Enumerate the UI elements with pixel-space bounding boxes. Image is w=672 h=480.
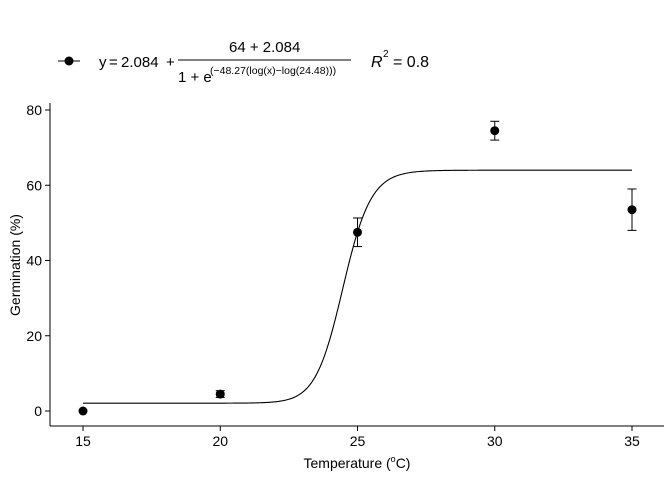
legend-exponent: (−48.27(log(x)−log(24.48))): [210, 65, 336, 77]
legend-equals: =: [109, 54, 118, 71]
legend-numerator: 64 + 2.084: [229, 39, 300, 56]
y-ticks: 0 20 40 60 80: [26, 102, 50, 419]
data-point: [353, 217, 362, 248]
point-marker: [215, 389, 225, 399]
point-marker: [490, 126, 500, 136]
legend-plus: +: [166, 54, 175, 71]
point-marker: [627, 205, 637, 215]
data-point: [78, 406, 88, 416]
legend-y-prefix: y: [99, 54, 107, 71]
y-tick-label: 0: [34, 403, 42, 419]
legend: y = 2.084 + 64 + 2.084 1 + e (−48.27(log…: [58, 39, 429, 86]
x-axis-label: Temperature (oC): [304, 454, 411, 471]
y-tick-label: 80: [26, 102, 42, 118]
legend-denominator-base: 1 + e: [178, 69, 212, 86]
x-axis-label-unit: C): [396, 455, 411, 471]
x-tick-label: 20: [212, 433, 228, 449]
legend-constant: 2.084: [121, 54, 159, 71]
x-ticks: 15 20 25 30 35: [75, 426, 640, 449]
y-tick-label: 60: [26, 177, 42, 193]
data-points: [78, 120, 637, 416]
point-marker: [78, 406, 88, 416]
axes: [49, 103, 664, 427]
legend-key-marker: [64, 56, 74, 66]
x-axis-degree: o: [391, 454, 396, 464]
x-tick-label: 30: [487, 433, 503, 449]
x-axis-label-main: Temperature (: [304, 455, 391, 471]
fit-curve: [83, 169, 632, 404]
y-tick-label: 20: [26, 328, 42, 344]
data-point: [215, 389, 225, 399]
point-marker: [353, 227, 362, 237]
legend-r2-value: = 0.8: [393, 54, 429, 71]
x-tick-label: 25: [350, 433, 366, 449]
y-tick-label: 40: [26, 253, 42, 269]
data-point: [490, 120, 500, 141]
legend-r2-sup: 2: [383, 49, 389, 60]
data-point: [627, 188, 637, 231]
legend-r2-label: R: [371, 54, 383, 71]
x-tick-label: 35: [624, 433, 640, 449]
y-axis-label: Germination (%): [7, 214, 23, 316]
x-tick-label: 15: [75, 433, 91, 449]
